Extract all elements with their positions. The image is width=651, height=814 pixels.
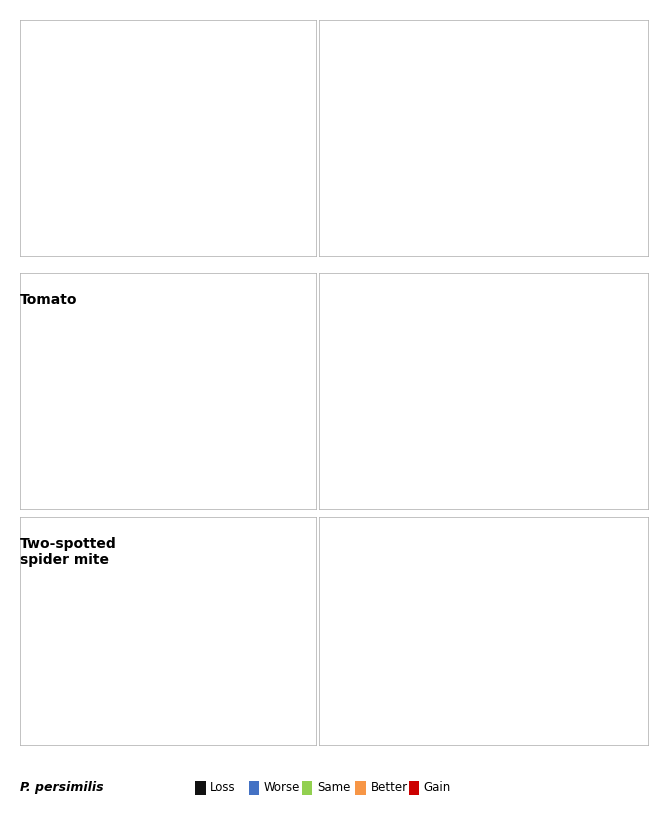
Text: Worse: Worse	[264, 781, 300, 794]
Text: Tomato: Tomato	[20, 293, 77, 307]
Text: P. persimilis: P. persimilis	[20, 781, 103, 794]
Text: Two-spotted
spider mite: Two-spotted spider mite	[20, 537, 117, 567]
Text: Gain: Gain	[424, 781, 451, 794]
Text: Better: Better	[370, 781, 408, 794]
Text: Loss: Loss	[210, 781, 236, 794]
Text: Same: Same	[317, 781, 350, 794]
